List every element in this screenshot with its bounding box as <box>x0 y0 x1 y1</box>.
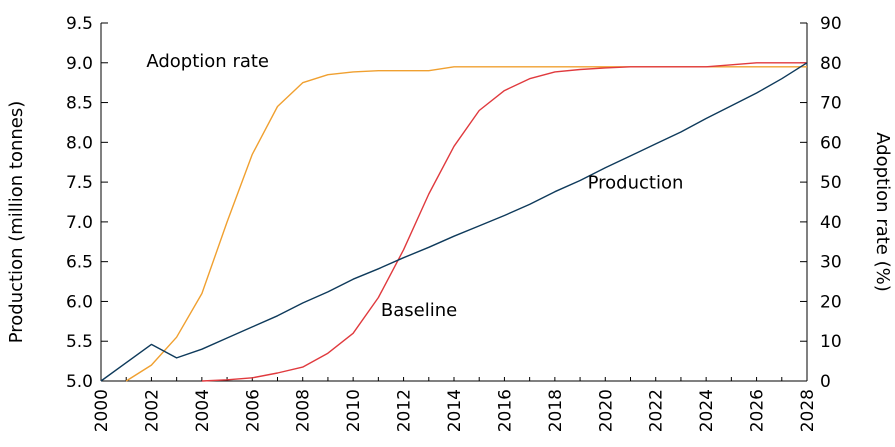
y-right-tick-label: 10 <box>820 332 842 352</box>
x-tick-label: 2024 <box>697 389 717 432</box>
series-line-baseline <box>201 62 807 382</box>
y-right-tick-label: 90 <box>820 14 842 34</box>
annotation-adoption-rate: Adoption rate <box>146 51 269 72</box>
x-tick-label: 2010 <box>344 389 364 432</box>
annotations: Adoption rate Production Baseline <box>146 51 683 321</box>
y-left-tick-label: 6.0 <box>66 292 93 312</box>
series-line-production <box>100 62 808 382</box>
x-tick-label: 2012 <box>395 389 415 432</box>
x-tick-label: 2026 <box>748 389 768 432</box>
x-tick-label: 2006 <box>243 389 263 432</box>
y-left-tick-label: 6.5 <box>66 253 93 273</box>
x-tick-label: 2022 <box>647 389 667 432</box>
y-right-tick-label: 40 <box>820 213 842 233</box>
y-left-tick-label: 7.5 <box>66 173 93 193</box>
y-left-tick-label: 5.5 <box>66 332 93 352</box>
x-tick-label: 2020 <box>596 389 616 432</box>
x-tick-label: 2000 <box>92 389 112 432</box>
y-left-tick-label: 8.5 <box>66 94 93 114</box>
series-lines <box>100 62 808 382</box>
y-left-tick-label: 8.0 <box>66 133 93 153</box>
axes: 5.0 5.5 6.0 6.5 7.0 7.5 8.0 8.5 9.0 9.5 0 10 20 30 40 5… <box>66 14 842 432</box>
y-right-tick-label: 20 <box>820 292 842 312</box>
y-left-tick-label: 9.5 <box>66 14 93 34</box>
y-axis-right-title: Adoption rate (%) <box>872 132 893 292</box>
x-tick-label: 2008 <box>294 389 314 432</box>
y-right-tick-label: 60 <box>820 133 842 153</box>
y-left-tick-label: 7.0 <box>66 213 93 233</box>
x-tick-label: 2004 <box>193 389 213 432</box>
y-right-tick-label: 50 <box>820 173 842 193</box>
annotation-production: Production <box>588 172 684 193</box>
x-tick-label: 2028 <box>798 389 818 432</box>
y-right-tick-label: 0 <box>820 372 831 392</box>
y-left-tick-label: 5.0 <box>66 372 93 392</box>
annotation-baseline: Baseline <box>381 300 457 321</box>
y-axis-left-title: Production (million tonnes) <box>6 101 27 344</box>
x-tick-label: 2002 <box>142 389 162 432</box>
x-tick-label: 2018 <box>546 389 566 432</box>
y-left-tick-label: 9.0 <box>66 54 93 74</box>
y-right-tick-label: 30 <box>820 253 842 273</box>
x-tick-label: 2016 <box>495 389 515 432</box>
y-right-tick-label: 70 <box>820 94 842 114</box>
series-line-adoption-rate <box>125 66 807 382</box>
y-right-tick-label: 80 <box>820 54 842 74</box>
x-tick-label: 2014 <box>445 389 465 432</box>
